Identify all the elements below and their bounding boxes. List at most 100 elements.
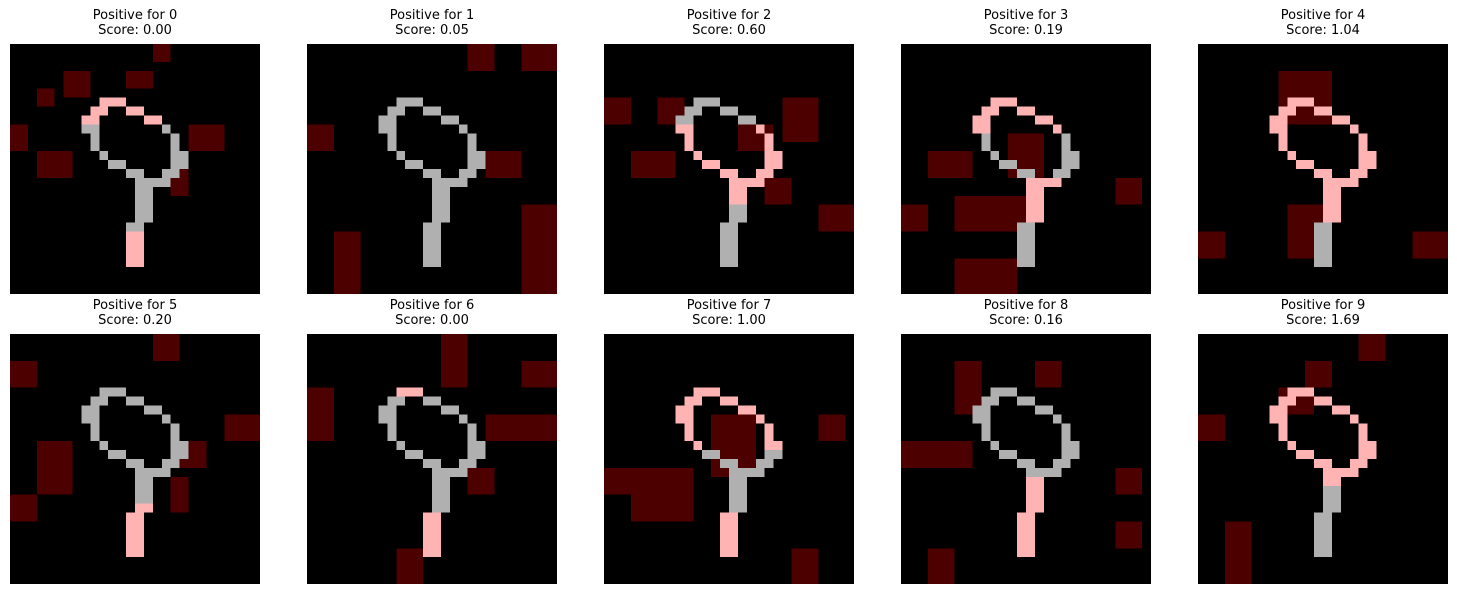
digit-pixel <box>440 115 450 125</box>
digit-pixel <box>1331 494 1341 504</box>
digit-pixel <box>99 396 109 406</box>
digit-pixel <box>143 213 153 223</box>
digit-pixel <box>117 160 127 169</box>
digit-pixel <box>135 222 144 232</box>
digit-pixel <box>90 396 100 406</box>
highlight-pixel <box>1358 169 1368 178</box>
digit-pixel <box>440 186 450 196</box>
digit-pixel <box>432 485 441 495</box>
digit-pixel <box>432 177 441 187</box>
highlight-pixel <box>1358 441 1368 451</box>
digit-pixel <box>467 151 477 161</box>
digit-pixel <box>135 177 144 187</box>
highlight-pixel <box>1287 396 1297 406</box>
highlight-pixel <box>729 195 738 205</box>
digit-pixel <box>432 213 441 223</box>
highlight-pixel <box>126 521 135 531</box>
digit-pixel <box>449 177 459 187</box>
digit-pixel <box>1061 160 1071 169</box>
digit-pixel <box>693 106 703 116</box>
digit-pixel <box>143 186 153 196</box>
digit-pixel <box>432 231 441 241</box>
highlight-pixel <box>1026 548 1035 558</box>
highlight-pixel <box>126 548 135 558</box>
highlight-pixel <box>1340 467 1350 477</box>
digit-pixel <box>1314 240 1323 250</box>
highlight-pixel <box>135 258 144 268</box>
digit-pixel <box>1323 539 1332 549</box>
highlight-pixel <box>1340 177 1350 187</box>
highlight-pixel <box>1314 459 1323 468</box>
digit-pixel <box>1017 249 1026 259</box>
digit-pixel <box>1061 423 1071 433</box>
digit-pixel <box>1017 240 1026 250</box>
highlight-pixel <box>693 387 703 397</box>
digit-pixel <box>135 494 144 504</box>
highlight-pixel <box>729 396 738 406</box>
digit-pixel <box>720 240 729 250</box>
digit-pixel <box>1026 467 1035 477</box>
digit-pixel <box>135 186 144 196</box>
highlight-pixel <box>764 142 774 152</box>
digit-pixel <box>432 222 441 232</box>
highlight-pixel <box>720 169 729 178</box>
digit-pixel <box>720 459 729 468</box>
mask-image <box>901 44 1151 294</box>
mask-region <box>152 334 180 361</box>
highlight-pixel <box>684 405 694 415</box>
mask-region <box>307 387 334 442</box>
digit-pixel <box>720 222 729 232</box>
mask-region <box>485 151 522 178</box>
digit-pixel <box>440 494 450 504</box>
digit-pixel <box>170 423 180 433</box>
digit-pixel <box>1061 450 1071 459</box>
digit-pixel <box>1052 169 1062 178</box>
highlight-pixel <box>1331 115 1341 125</box>
highlight-pixel <box>1017 539 1026 549</box>
digit-pixel <box>143 467 153 477</box>
mask-region <box>10 360 37 388</box>
digit-pixel <box>972 405 982 415</box>
highlight-pixel <box>126 512 135 522</box>
digit-pixel <box>161 169 171 178</box>
digit-pixel <box>405 97 415 107</box>
digit-pixel <box>693 97 703 107</box>
highlight-pixel <box>773 441 783 451</box>
highlight-pixel <box>1034 213 1044 223</box>
panel-title: Positive for 5 <box>92 298 178 313</box>
highlight-pixel <box>729 177 738 187</box>
digit-pixel <box>684 115 694 125</box>
digit-pixel <box>432 240 441 250</box>
highlight-pixel <box>108 97 118 107</box>
highlight-pixel <box>1367 450 1377 459</box>
highlight-pixel <box>135 249 144 259</box>
digit-pixel <box>170 151 180 161</box>
digit-pixel <box>684 106 694 116</box>
digit-pixel <box>1061 142 1071 152</box>
highlight-pixel <box>1323 195 1332 205</box>
digit-pixel <box>746 115 756 125</box>
digit-pixel <box>675 115 685 125</box>
highlight-pixel <box>693 441 703 451</box>
digit-pixel <box>405 160 415 169</box>
highlight-pixel <box>764 160 774 169</box>
digit-pixel <box>476 160 486 169</box>
panel-title: Positive for 0 <box>92 8 178 23</box>
mask-region <box>521 204 557 294</box>
digit-pixel <box>152 177 162 187</box>
digit-pixel <box>387 414 397 424</box>
highlight-pixel <box>1323 476 1332 486</box>
highlight-pixel <box>720 396 729 406</box>
mask-image <box>901 334 1151 584</box>
digit-pixel <box>90 142 100 152</box>
highlight-pixel <box>135 106 144 116</box>
digit-pixel <box>143 195 153 205</box>
highlight-pixel <box>764 151 774 161</box>
highlight-pixel <box>126 539 135 549</box>
digit-pixel <box>396 151 406 161</box>
digit-pixel <box>729 240 738 250</box>
digit-pixel <box>432 476 441 486</box>
highlight-pixel <box>1026 539 1035 549</box>
highlight-pixel <box>1305 160 1315 169</box>
highlight-pixel <box>1358 432 1368 442</box>
